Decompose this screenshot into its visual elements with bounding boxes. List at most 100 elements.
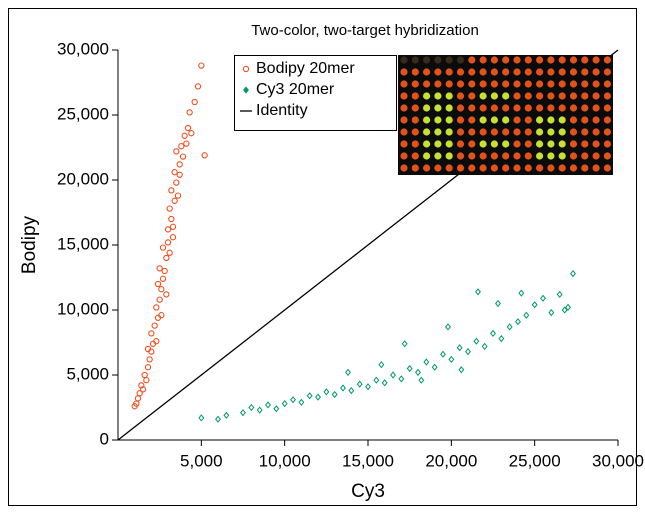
inset-spot <box>434 164 442 172</box>
inset-spot <box>423 164 431 172</box>
inset-spot <box>581 68 589 76</box>
point <box>290 396 296 404</box>
inset-spot <box>569 80 578 88</box>
point <box>136 390 143 397</box>
inset-spot <box>581 128 589 136</box>
inset-spot <box>411 56 419 64</box>
inset-spot <box>558 104 566 112</box>
inset-spot <box>468 128 476 136</box>
point <box>143 377 150 384</box>
point <box>418 376 425 384</box>
point <box>169 223 177 230</box>
inset-spot <box>536 128 544 136</box>
inset-spot <box>547 140 555 148</box>
inset-spot <box>592 140 600 148</box>
inset-spot <box>502 152 510 160</box>
point <box>178 143 185 150</box>
inset-spot <box>581 80 589 88</box>
inset-spot <box>456 116 465 124</box>
inset-spot <box>411 92 419 100</box>
inset-spot <box>434 68 442 76</box>
point <box>423 358 430 366</box>
inset-spot <box>603 104 612 112</box>
inset-spot <box>456 92 465 100</box>
inset-spot <box>592 80 600 88</box>
inset-spot <box>479 104 487 112</box>
inset-spot <box>456 152 465 160</box>
inset-spot <box>569 56 578 64</box>
y-tick-label: 10,000 <box>57 299 109 318</box>
point <box>159 275 167 282</box>
point <box>390 371 396 379</box>
y-tick-label: 0 <box>100 429 109 448</box>
inset-spot <box>400 92 408 100</box>
inset-spot <box>592 56 600 64</box>
point <box>176 161 183 168</box>
point <box>194 83 202 90</box>
inset-spot <box>603 92 612 100</box>
point <box>148 330 155 337</box>
point <box>440 350 446 358</box>
inset-spot <box>524 68 532 76</box>
inset-spot <box>479 68 487 76</box>
inset-spot <box>445 80 453 88</box>
inset-spot <box>434 116 442 124</box>
inset-spot <box>434 80 442 88</box>
point <box>138 382 145 389</box>
inset-spot <box>603 164 612 172</box>
inset-spot <box>434 104 442 112</box>
inset-spot <box>558 152 566 160</box>
inset-spot <box>569 128 578 136</box>
point <box>406 364 413 373</box>
inset-spot <box>558 140 566 148</box>
point <box>198 62 205 69</box>
point <box>171 197 178 204</box>
inset-spot <box>490 56 498 64</box>
inset-spot <box>468 116 476 124</box>
point <box>523 311 530 319</box>
point <box>381 379 388 387</box>
inset-spot <box>569 152 578 160</box>
inset-spot <box>400 140 408 148</box>
inset-spot <box>490 92 498 100</box>
point <box>398 375 405 383</box>
inset-spot <box>423 116 431 124</box>
inset-spot <box>411 80 419 88</box>
inset-spot <box>479 56 487 64</box>
legend-marker <box>242 65 250 73</box>
point <box>188 130 195 137</box>
x-axis-label: Cy3 <box>351 481 385 502</box>
y-tick-label: 30,000 <box>57 39 109 58</box>
point <box>173 148 180 155</box>
inset-spot <box>603 116 612 124</box>
inset-spot <box>513 104 521 112</box>
inset-spot <box>547 164 555 172</box>
inset-spot <box>558 116 566 124</box>
inset-spot <box>524 80 532 88</box>
inset-spot <box>524 104 532 112</box>
inset-spot <box>547 92 555 100</box>
point <box>151 322 158 329</box>
inset-spot <box>513 80 521 88</box>
inset-spot <box>423 152 431 160</box>
point <box>331 390 338 399</box>
inset-spot <box>445 92 453 100</box>
point <box>201 152 208 159</box>
inset-spot <box>569 140 578 148</box>
inset-spot <box>547 128 555 136</box>
y-tick-label: 25,000 <box>57 104 109 123</box>
inset-spot <box>468 92 476 100</box>
inset-spot <box>558 128 566 136</box>
inset-spot <box>468 104 476 112</box>
point <box>448 355 455 363</box>
inset-spot <box>581 92 589 100</box>
inset-spot <box>490 80 498 88</box>
x-tick-label: 25,000 <box>509 451 561 470</box>
inset-spot <box>558 164 566 172</box>
point <box>565 303 571 311</box>
inset-spot <box>513 56 521 64</box>
inset-spot <box>490 128 498 136</box>
inset-spot <box>536 164 544 172</box>
point <box>153 304 160 311</box>
